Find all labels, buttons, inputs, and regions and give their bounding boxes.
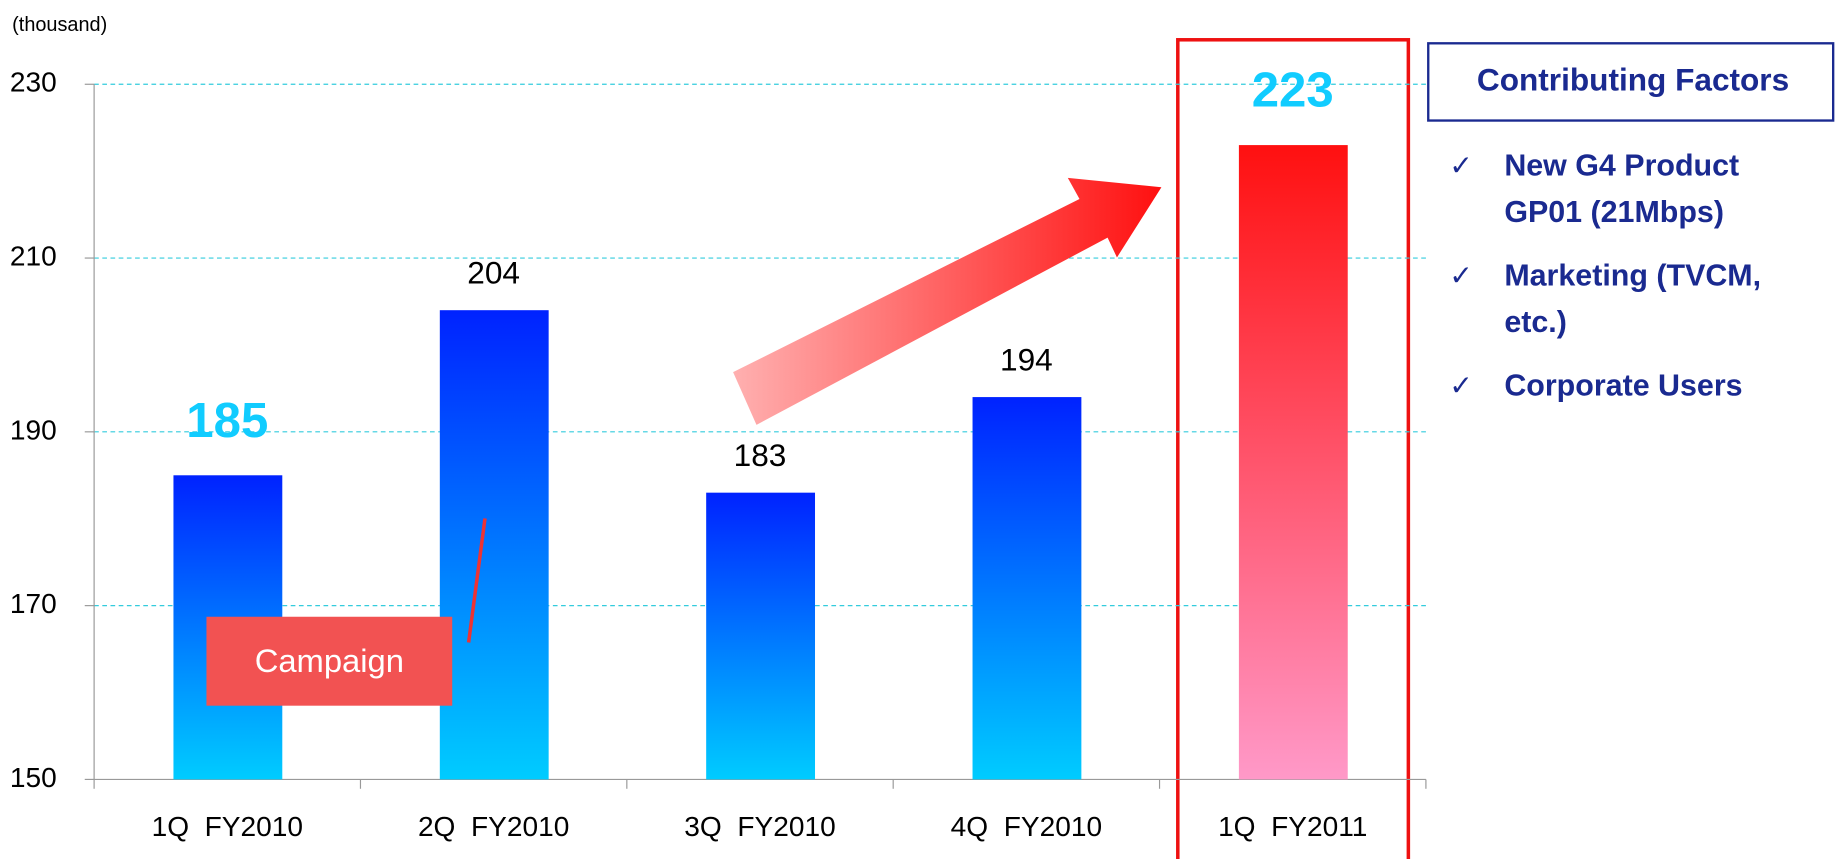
x-tick-label: 2Q FY2010 <box>418 811 569 842</box>
value-label: 183 <box>734 437 787 473</box>
annotation-box <box>206 616 453 706</box>
y-tick-label: 190 <box>10 414 57 445</box>
check-mark: ✓ <box>1449 260 1473 291</box>
x-tick-label: 4Q FY2010 <box>951 811 1102 842</box>
x-tick-label: 1Q FY2010 <box>152 811 303 842</box>
y-tick-label: 210 <box>10 240 57 271</box>
factor-item: GP01 (21Mbps) <box>1504 195 1724 229</box>
highlight-frame <box>1176 38 1411 859</box>
factor-item: Marketing (TVCM, <box>1504 258 1761 292</box>
annotation-text: Campaign <box>255 642 404 679</box>
check-mark: ✓ <box>1449 370 1473 401</box>
factor-item: etc.) <box>1504 305 1567 339</box>
bar <box>706 492 816 780</box>
x-tick-label: 1Q FY2011 <box>1218 811 1367 842</box>
y-tick-label: 150 <box>10 762 57 793</box>
factor-item: Corporate Users <box>1504 368 1742 402</box>
x-tick-label: 3Q FY2010 <box>684 811 835 842</box>
annotation-pointer <box>466 518 487 643</box>
value-label: 194 <box>1000 341 1053 377</box>
value-label: 185 <box>186 394 268 448</box>
y-tick-label: 230 <box>10 67 57 98</box>
factors-box <box>1427 42 1835 122</box>
y-unit-label: (thousand) <box>12 14 107 36</box>
bar <box>1238 145 1348 780</box>
value-label: 223 <box>1252 64 1334 118</box>
check-mark: ✓ <box>1449 150 1473 181</box>
factors-title: Contributing Factors <box>1477 61 1789 97</box>
y-tick-label: 170 <box>10 588 57 619</box>
bar <box>972 397 1082 780</box>
bar <box>439 310 549 780</box>
value-label: 204 <box>467 254 520 290</box>
factor-item: New G4 Product <box>1504 148 1739 182</box>
growth-arrow <box>733 177 1162 425</box>
